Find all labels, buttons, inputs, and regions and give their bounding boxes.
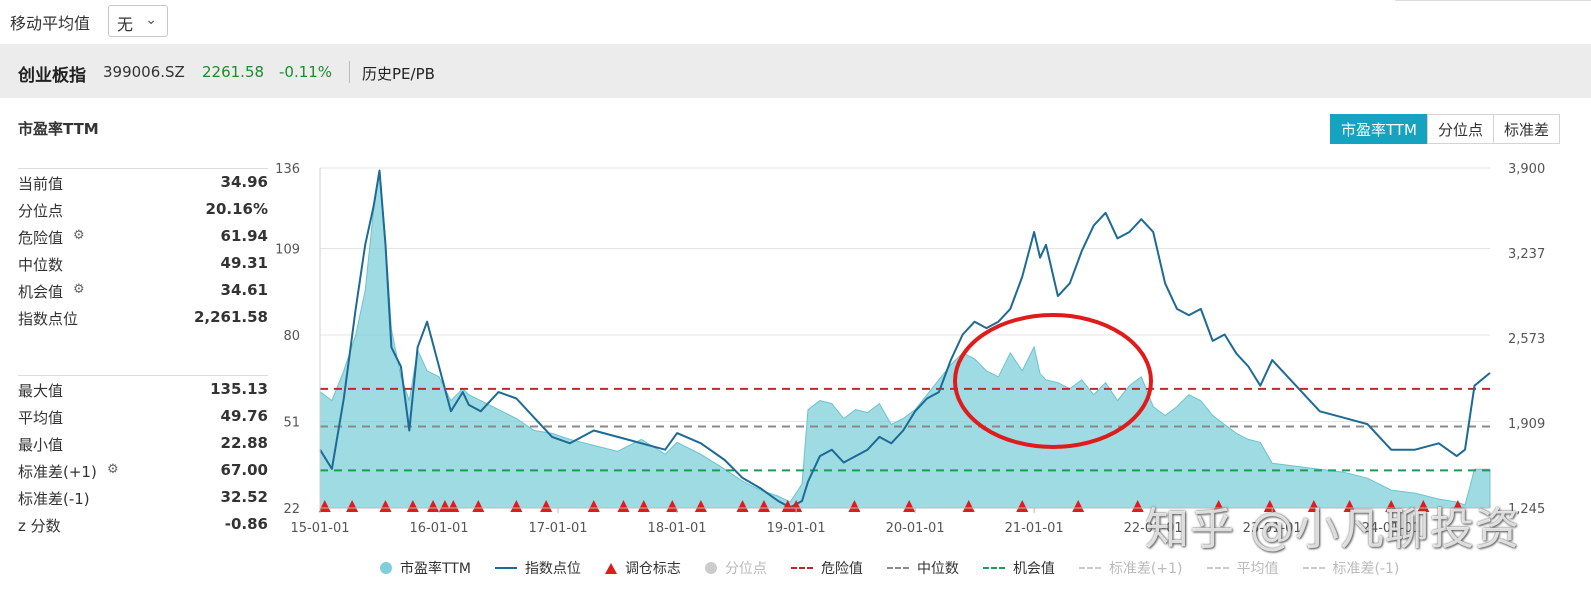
stat-label: 分位点 [18,202,64,220]
legend-item[interactable]: 标准差(+1) [1078,557,1183,579]
index-header: 创业板指 399006.SZ 2261.58 -0.11% 历史PE/PB [0,44,1591,98]
stat-label: 中位数 [18,256,64,274]
legend-line-icon [886,567,909,569]
stat-row: 当前值 34.96 [18,169,268,196]
gear-icon[interactable]: ⚙ [73,228,85,243]
stat-label: 危险值 [18,229,64,247]
stats-divider-top [18,168,268,169]
stat-value: 34.96 [220,173,268,191]
legend-dot-icon [704,562,717,574]
header-separator [349,61,350,83]
legend-item[interactable]: 标准差(-1) [1302,557,1400,579]
legend-label: 机会值 [1012,561,1055,577]
stat-value: 34.61 [220,281,268,299]
legend-line-icon [982,567,1005,569]
top-divider [1395,0,1591,1]
stat-label: 标准差(+1) [18,463,97,481]
stat-label: 指数点位 [18,310,79,328]
legend-line-icon [1206,567,1229,569]
legend-line-icon [1078,567,1101,569]
index-code: 399006.SZ [103,63,185,81]
stats-divider-bottom [18,375,268,376]
legend-label: 平均值 [1236,561,1279,577]
moving-average-value: 无 [117,15,134,34]
stat-value: 2,261.58 [193,308,268,326]
legend-item[interactable]: 中位数 [886,557,959,579]
stat-value: 20.16% [205,200,268,218]
stat-label: 当前值 [18,175,64,193]
stat-label: 机会值 [18,283,64,301]
stat-row: 中位数 49.31 [18,250,268,277]
stat-value: 135.13 [210,380,268,398]
stat-label: 平均值 [18,409,64,427]
panel-title: 市盈率TTM [18,120,99,138]
legend-label: 标准差(-1) [1332,561,1400,577]
metric-tabs: 市盈率TTM 分位点 标准差 [1330,114,1561,144]
stats-current: 当前值 34.96 分位点 20.16% 危险值 ⚙ 61.94 中位数 49.31 机会值 ⚙ 34… [18,169,268,331]
legend-item[interactable]: 指数点位 [494,557,581,579]
tab-percentile[interactable]: 分位点 [1427,114,1495,144]
stat-row: 标准差(-1) 32.52 [18,484,268,511]
stat-value: 49.31 [220,254,268,272]
stat-label: z 分数 [18,517,61,535]
chart-legend: 市盈率TTM 指数点位 调仓标志 分位点 危险值 中位数 机会值 标准差(+1) 平均值 标准差(… [380,557,1423,579]
legend-label: 市盈率TTM [400,561,471,577]
legend-item[interactable]: 市盈率TTM [380,557,471,579]
stat-label: 标准差(-1) [18,490,90,508]
stat-row: 指数点位 2,261.58 [18,304,268,331]
legend-line-icon [1302,567,1325,569]
legend-label: 指数点位 [524,561,581,577]
stat-row: 最小值 22.88 [18,430,268,457]
stat-row: z 分数 -0.86 [18,511,268,538]
tab-pe-ttm[interactable]: 市盈率TTM [1330,114,1429,144]
stat-value: 49.76 [220,407,268,425]
legend-label: 中位数 [916,561,959,577]
gear-icon[interactable]: ⚙ [73,282,85,297]
legend-line-icon [494,567,517,569]
stat-row: 分位点 20.16% [18,196,268,223]
legend-item[interactable]: 调仓标志 [604,557,681,579]
legend-item[interactable]: 分位点 [704,557,767,579]
legend-item[interactable]: 危险值 [790,557,863,579]
legend-label: 危险值 [820,561,863,577]
stat-value: -0.86 [224,515,268,533]
stat-value: 61.94 [220,227,268,245]
chevron-down-icon: ⌄ [145,12,157,28]
stat-value: 32.52 [220,488,268,506]
index-name: 创业板指 [18,66,86,86]
legend-item[interactable]: 机会值 [982,557,1055,579]
history-pe-pb-link[interactable]: 历史PE/PB [362,65,435,83]
watermark: 知乎 @小凡聊投资 [1145,504,1520,555]
moving-average-select[interactable]: 无 ⌄ [108,5,168,37]
stat-value: 67.00 [220,461,268,479]
legend-label: 分位点 [724,561,767,577]
tab-std-dev[interactable]: 标准差 [1493,114,1561,144]
stat-row: 标准差(+1) ⚙ 67.00 [18,457,268,484]
legend-label: 标准差(+1) [1108,561,1183,577]
stats-summary: 最大值 135.13 平均值 49.76 最小值 22.88 标准差(+1) ⚙ 67.00 标准… [18,376,268,538]
index-change: -0.11% [279,63,333,81]
legend-triangle-icon [604,562,617,574]
gear-icon[interactable]: ⚙ [107,462,119,477]
stat-row: 危险值 ⚙ 61.94 [18,223,268,250]
legend-line-icon [790,567,813,569]
stat-label: 最大值 [18,382,64,400]
stat-row: 平均值 49.76 [18,403,268,430]
toolbar: 移动平均值 无 ⌄ [0,0,1591,44]
stat-row: 机会值 ⚙ 34.61 [18,277,268,304]
legend-dot-icon [380,562,392,574]
legend-label: 调仓标志 [624,561,681,577]
index-price: 2261.58 [202,63,265,81]
legend-item[interactable]: 平均值 [1206,557,1279,579]
stat-label: 最小值 [18,436,64,454]
moving-average-label: 移动平均值 [10,14,91,33]
stat-value: 22.88 [220,434,268,452]
stat-row: 最大值 135.13 [18,376,268,403]
